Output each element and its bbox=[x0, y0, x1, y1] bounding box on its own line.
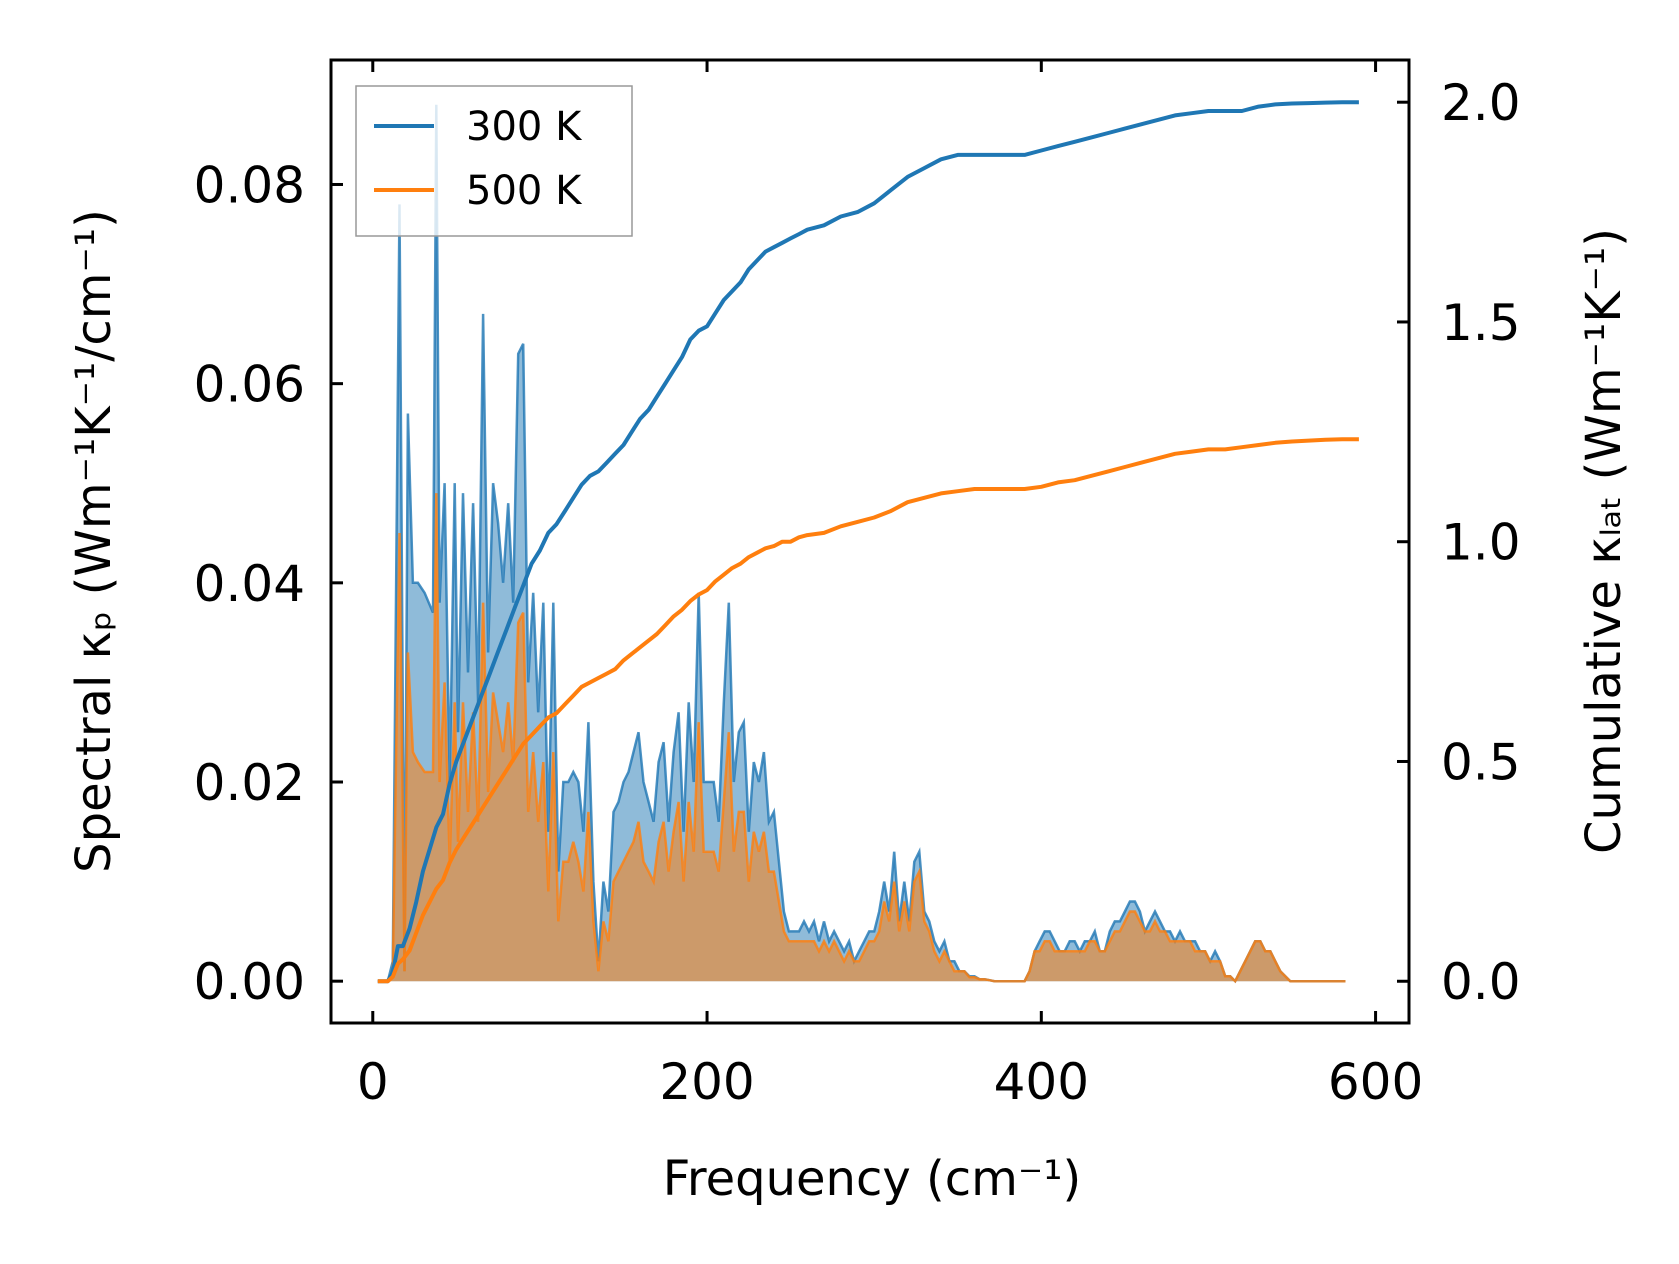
x-tick-label: 0 bbox=[357, 1053, 389, 1111]
y-left-tick-label: 0.08 bbox=[194, 156, 305, 214]
y-right-tick-label: 1.0 bbox=[1441, 514, 1521, 572]
y-right-tick-label: 2.0 bbox=[1441, 74, 1521, 132]
tick-layer: 0 200 400 600 0.00 0.02 0.04 0.06 0.08 0.0 0.5 1.0 1… bbox=[194, 60, 1521, 1111]
y-axis-right-title: Cumulative κₗₐₜ (Wm⁻¹K⁻¹) bbox=[1576, 228, 1632, 854]
spectral-outline-500k bbox=[377, 493, 1346, 984]
spectral-fill-layer bbox=[377, 104, 1346, 984]
cumulative-line-layer bbox=[377, 100, 1359, 984]
cumulative-line-500k bbox=[377, 437, 1359, 984]
y-right-tick-label: 0.0 bbox=[1441, 953, 1521, 1011]
y-left-tick-label: 0.00 bbox=[194, 953, 305, 1011]
y-right-tick-label: 0.5 bbox=[1441, 733, 1521, 791]
x-axis-title: Frequency (cm⁻¹) bbox=[663, 1151, 1081, 1207]
legend: 300 K 500 K bbox=[355, 85, 633, 237]
legend-label-300k: 300 K bbox=[466, 104, 583, 150]
legend-label-500k: 500 K bbox=[466, 168, 583, 214]
x-tick-label: 600 bbox=[1328, 1053, 1423, 1111]
cumulative-line-300k bbox=[377, 100, 1359, 984]
x-tick-label: 400 bbox=[994, 1053, 1089, 1111]
y-left-tick-label: 0.04 bbox=[194, 555, 305, 613]
y-right-tick-label: 1.5 bbox=[1441, 294, 1521, 352]
legend-box bbox=[355, 85, 633, 237]
y-left-tick-label: 0.06 bbox=[194, 356, 305, 414]
x-tick-label: 200 bbox=[659, 1053, 754, 1111]
y-axis-left-title: Spectral κₚ (Wm⁻¹K⁻¹/cm⁻¹) bbox=[66, 209, 122, 873]
spectral-area-500k bbox=[377, 493, 1346, 982]
y-left-tick-label: 0.02 bbox=[194, 754, 305, 812]
